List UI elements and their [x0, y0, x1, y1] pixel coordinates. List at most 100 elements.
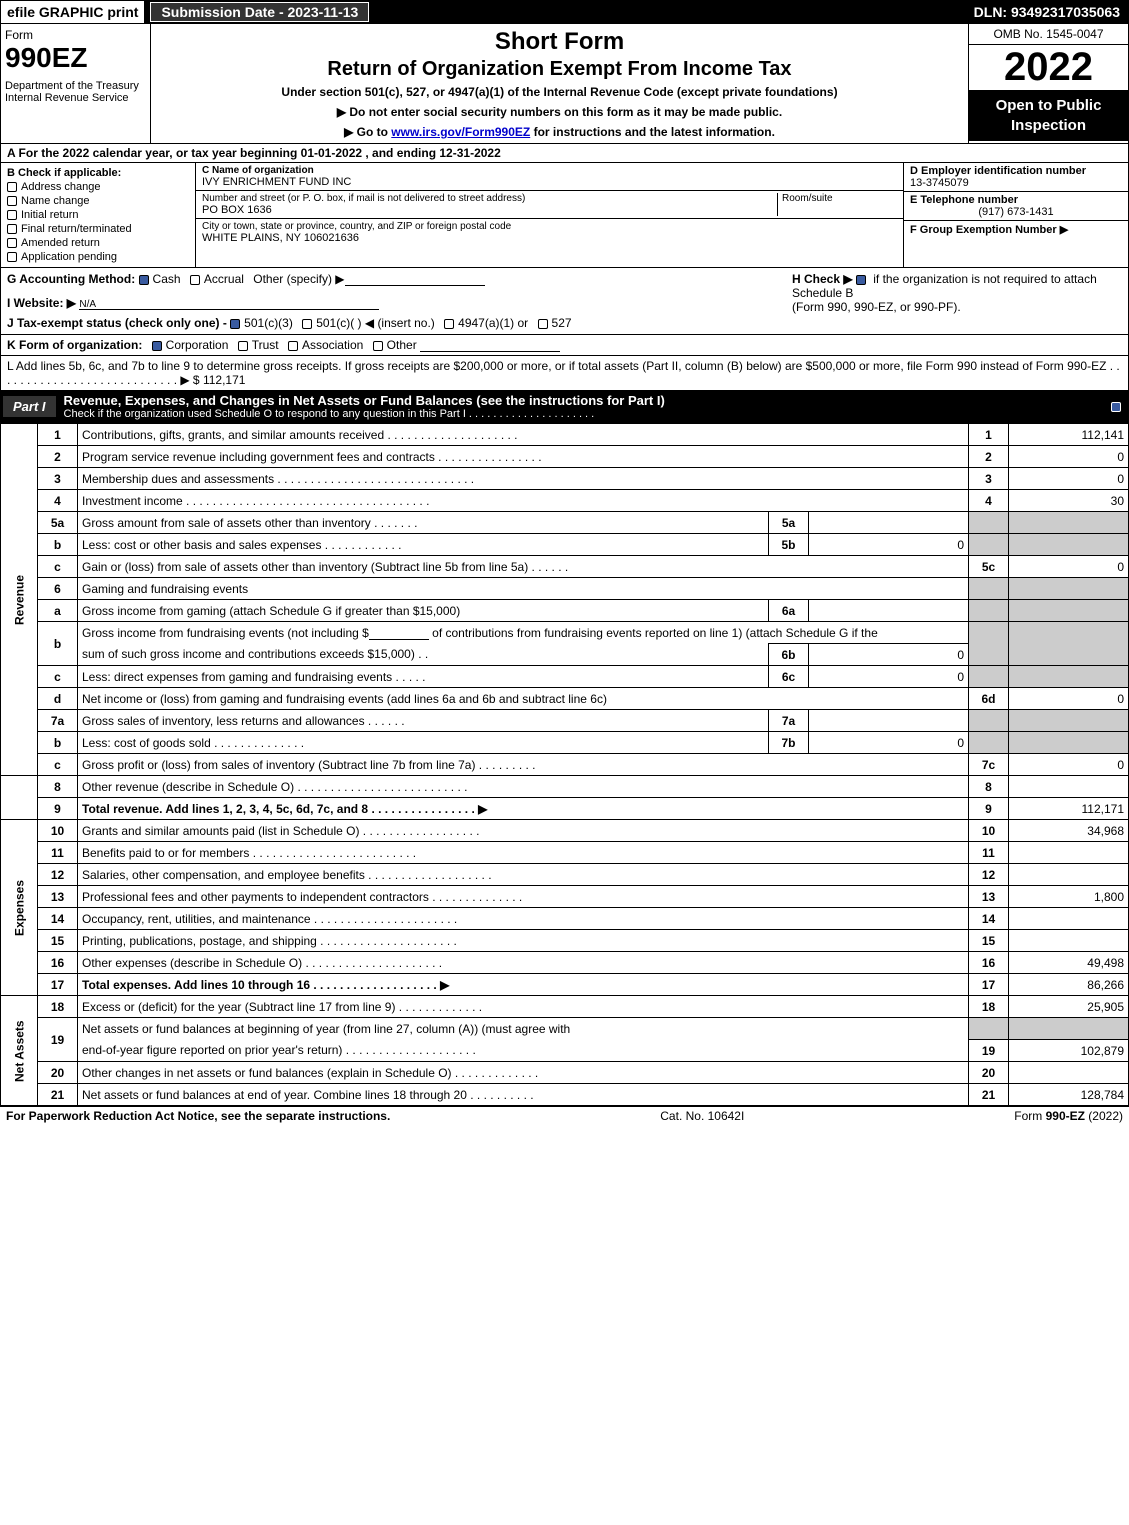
city-value: WHITE PLAINS, NY 106021636 — [202, 232, 897, 244]
line15-amount — [1009, 930, 1129, 952]
chk-amended-return[interactable] — [7, 238, 17, 248]
page-footer: For Paperwork Reduction Act Notice, see … — [0, 1106, 1129, 1125]
ein-label: D Employer identification number — [910, 165, 1122, 177]
cat-no: Cat. No. 10642I — [660, 1109, 744, 1123]
row-k: K Form of organization: Corporation Trus… — [0, 335, 1129, 356]
form-word: Form — [5, 28, 146, 42]
chk-other-org[interactable] — [373, 341, 383, 351]
omb-number: OMB No. 1545-0047 — [969, 24, 1128, 45]
h-sub: (Form 990, 990-EZ, or 990-PF). — [792, 300, 1122, 314]
line21-amount: 128,784 — [1009, 1084, 1129, 1106]
line19-amount: 102,879 — [1009, 1040, 1129, 1062]
paperwork-notice: For Paperwork Reduction Act Notice, see … — [6, 1109, 390, 1123]
line9-amount: 112,171 — [1009, 798, 1129, 820]
line20-amount — [1009, 1062, 1129, 1084]
part1-subtitle: Check if the organization used Schedule … — [64, 408, 1102, 420]
line6b-value: 0 — [809, 644, 969, 666]
chk-trust[interactable] — [238, 341, 248, 351]
line2-amount: 0 — [1009, 446, 1129, 468]
col-b-title: B Check if applicable: — [7, 167, 189, 179]
revenue-side-label: Revenue — [1, 424, 38, 776]
chk-4947[interactable] — [444, 319, 454, 329]
chk-association[interactable] — [288, 341, 298, 351]
j-label: J Tax-exempt status (check only one) - — [7, 316, 230, 330]
chk-part1-schedO[interactable] — [1111, 402, 1121, 412]
phone-value: (917) 673-1431 — [910, 206, 1122, 218]
org-name: IVY ENRICHMENT FUND INC — [202, 176, 897, 188]
other-method-field[interactable] — [345, 272, 485, 286]
dln-label: DLN: 93492317035063 — [966, 2, 1128, 22]
netassets-side-label: Net Assets — [1, 996, 38, 1106]
part1-header: Part I Revenue, Expenses, and Changes in… — [0, 391, 1129, 423]
phone-label: E Telephone number — [910, 194, 1122, 206]
expenses-side-label: Expenses — [1, 820, 38, 996]
part1-title: Revenue, Expenses, and Changes in Net As… — [64, 393, 665, 408]
irs-link[interactable]: www.irs.gov/Form990EZ — [391, 125, 530, 139]
line6a-value — [809, 600, 969, 622]
part1-table: Revenue 1 Contributions, gifts, grants, … — [0, 423, 1129, 1106]
line3-amount: 0 — [1009, 468, 1129, 490]
instr-ssn: ▶ Do not enter social security numbers o… — [159, 105, 960, 119]
chk-cash[interactable] — [139, 275, 149, 285]
line6d-amount: 0 — [1009, 688, 1129, 710]
line6c-value: 0 — [809, 666, 969, 688]
dept-label: Department of the Treasury Internal Reve… — [5, 80, 146, 104]
street-label: Number and street (or P. O. box, if mail… — [202, 193, 777, 204]
short-form-title: Short Form — [159, 28, 960, 56]
line1-amount: 112,141 — [1009, 424, 1129, 446]
open-to-public: Open to Public Inspection — [969, 90, 1128, 141]
line18-amount: 25,905 — [1009, 996, 1129, 1018]
chk-accrual[interactable] — [190, 275, 200, 285]
city-label: City or town, state or province, country… — [202, 221, 897, 232]
top-bar: efile GRAPHIC print Submission Date - 20… — [0, 0, 1129, 24]
row-a-period: A For the 2022 calendar year, or tax yea… — [0, 144, 1129, 163]
group-exemption-label: F Group Exemption Number ▶ — [910, 223, 1122, 236]
contrib-amount-field[interactable] — [369, 626, 429, 640]
other-org-field[interactable] — [420, 338, 560, 352]
row-l: L Add lines 5b, 6c, and 7b to line 9 to … — [0, 356, 1129, 391]
entity-info-block: B Check if applicable: Address change Na… — [0, 163, 1129, 268]
line14-amount — [1009, 908, 1129, 930]
line5c-amount: 0 — [1009, 556, 1129, 578]
line7a-value — [809, 710, 969, 732]
tax-year: 2022 — [969, 45, 1128, 90]
line17-amount: 86,266 — [1009, 974, 1129, 996]
chk-address-change[interactable] — [7, 182, 17, 192]
return-title: Return of Organization Exempt From Incom… — [159, 58, 960, 81]
chk-initial-return[interactable] — [7, 210, 17, 220]
i-label: I Website: ▶ — [7, 296, 76, 310]
line7b-value: 0 — [809, 732, 969, 754]
line16-amount: 49,498 — [1009, 952, 1129, 974]
line4-amount: 30 — [1009, 490, 1129, 512]
form-ref: Form 990-EZ (2022) — [1014, 1109, 1123, 1123]
gross-receipts-value: 112,171 — [203, 373, 246, 387]
chk-501c3[interactable] — [230, 319, 240, 329]
room-label: Room/suite — [782, 193, 897, 204]
form-number: 990EZ — [5, 42, 146, 74]
submission-date: Submission Date - 2023-11-13 — [150, 2, 369, 22]
part1-label: Part I — [3, 396, 56, 417]
street-value: PO BOX 1636 — [202, 204, 777, 216]
chk-h[interactable] — [856, 275, 866, 285]
chk-final-return[interactable] — [7, 224, 17, 234]
line11-amount — [1009, 842, 1129, 864]
chk-corporation[interactable] — [152, 341, 162, 351]
form-header: Form 990EZ Department of the Treasury In… — [0, 24, 1129, 144]
efile-print-label[interactable]: efile GRAPHIC print — [1, 1, 144, 23]
line7c-amount: 0 — [1009, 754, 1129, 776]
line12-amount — [1009, 864, 1129, 886]
line13-amount: 1,800 — [1009, 886, 1129, 908]
website-value: N/A — [79, 299, 96, 310]
chk-501c[interactable] — [302, 319, 312, 329]
line8-amount — [1009, 776, 1129, 798]
chk-527[interactable] — [538, 319, 548, 329]
line5b-value: 0 — [809, 534, 969, 556]
instr-goto: ▶ Go to www.irs.gov/Form990EZ for instru… — [159, 125, 960, 139]
ein-value: 13-3745079 — [910, 177, 1122, 189]
g-label: G Accounting Method: — [7, 272, 135, 286]
chk-name-change[interactable] — [7, 196, 17, 206]
h-label: H Check ▶ — [792, 272, 856, 286]
under-section: Under section 501(c), 527, or 4947(a)(1)… — [159, 85, 960, 99]
line5a-value — [809, 512, 969, 534]
chk-application-pending[interactable] — [7, 252, 17, 262]
